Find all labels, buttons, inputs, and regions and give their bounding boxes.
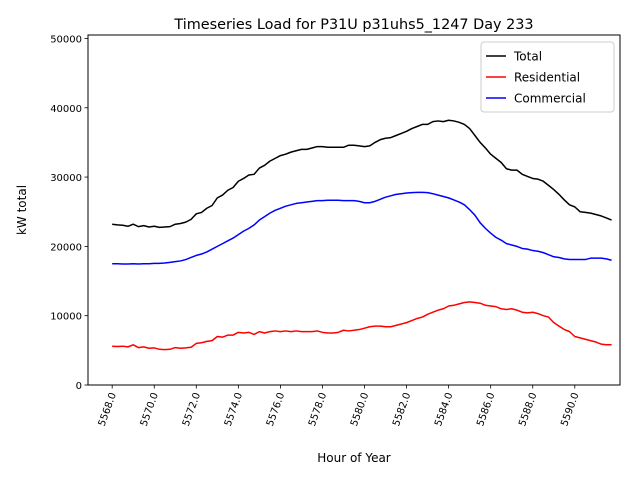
x-tick-label: 5568.0 <box>97 391 119 428</box>
y-tick-label: 30000 <box>50 173 82 184</box>
x-tick-label: 5572.0 <box>181 391 203 428</box>
legend-label-commercial: Commercial <box>514 92 586 106</box>
legend: Total Residential Commercial <box>480 41 615 113</box>
legend-label-residential: Residential <box>514 71 580 85</box>
y-tick-label: 40000 <box>50 104 82 115</box>
series-line-commercial <box>112 191 612 265</box>
y-tick-label: 20000 <box>50 242 82 253</box>
x-tick-label: 5582.0 <box>391 391 413 428</box>
series-layer <box>112 119 612 351</box>
y-tick-label: 50000 <box>50 34 82 45</box>
x-tick-label: 5574.0 <box>223 391 245 428</box>
x-tick-label: 5590.0 <box>559 391 581 428</box>
x-tick-label: 5578.0 <box>307 391 329 428</box>
legend-frame <box>480 41 615 113</box>
y-axis-label: kW total <box>15 185 29 235</box>
y-tick-label: 10000 <box>50 312 82 323</box>
series-line-residential <box>112 301 612 351</box>
x-axis-label: Hour of Year <box>317 451 391 465</box>
x-tick-label: 5576.0 <box>265 391 287 428</box>
x-tick-label: 5580.0 <box>349 391 371 428</box>
legend-label-total: Total <box>513 50 542 64</box>
x-tick-label: 5570.0 <box>139 391 161 428</box>
x-axis: 5568.0 5570.0 5572.0 5574.0 5576.0 5578.0 5580… <box>97 385 582 428</box>
plot-frame <box>87 34 621 386</box>
x-tick-label: 5584.0 <box>433 391 455 428</box>
y-tick-label: 0 <box>76 381 82 392</box>
x-tick-label: 5588.0 <box>517 391 539 428</box>
y-axis: 0 10000 20000 30000 40000 50000 <box>50 34 88 392</box>
series-line-total <box>112 119 612 229</box>
chart-title: Timeseries Load for P31U p31uhs5_1247 Da… <box>173 17 533 33</box>
x-tick-label: 5586.0 <box>475 391 497 428</box>
